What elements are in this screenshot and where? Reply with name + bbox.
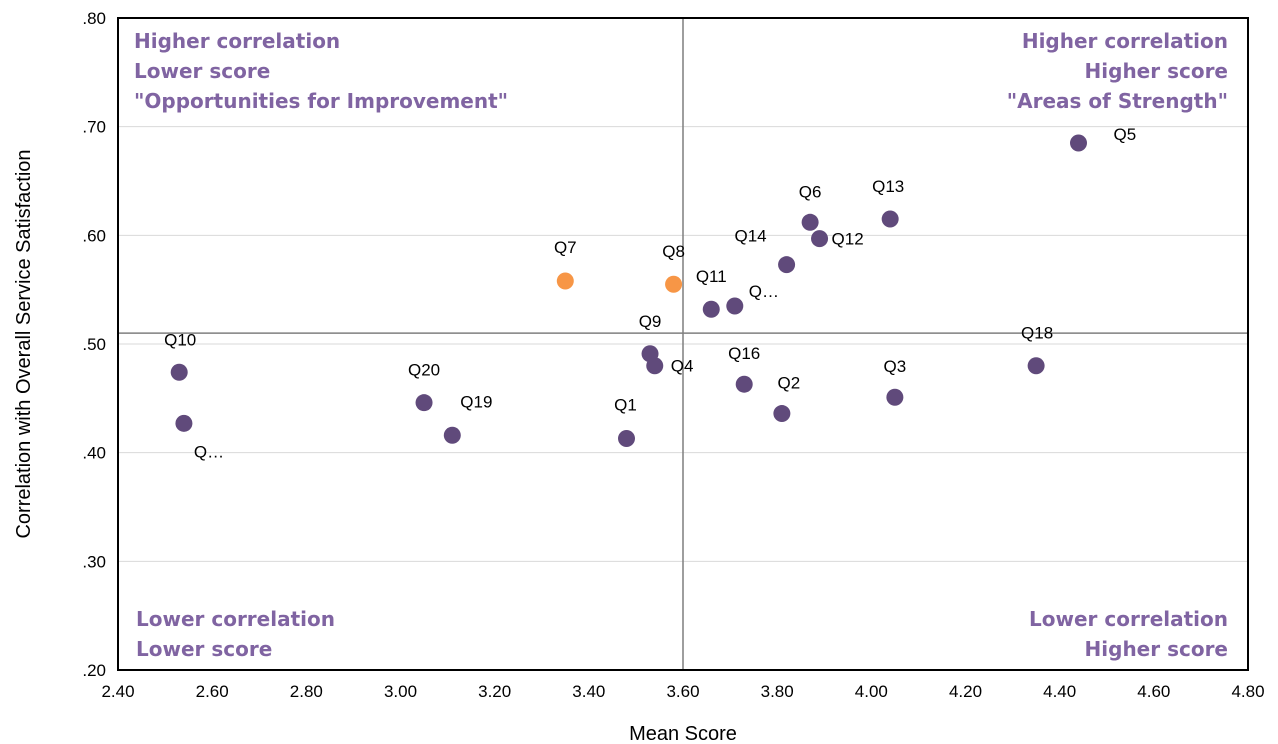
data-point	[773, 405, 791, 423]
quadrant-label-top-right: Higher score	[1085, 59, 1228, 83]
x-tick-label: 2.60	[196, 682, 229, 701]
quadrant-label-bottom-left: Lower score	[136, 637, 272, 661]
data-point	[886, 388, 904, 406]
data-point	[801, 213, 819, 231]
data-label: Q4	[671, 357, 694, 376]
data-label: Q8	[662, 242, 685, 261]
x-tick-label: 3.40	[572, 682, 605, 701]
data-point	[811, 230, 829, 248]
x-tick-label: 3.80	[761, 682, 794, 701]
data-point	[170, 363, 188, 381]
quadrant-label-top-left: Higher correlation	[134, 29, 340, 53]
data-point	[1070, 134, 1087, 152]
y-tick-label: .40	[82, 444, 106, 463]
y-axis-title: Correlation with Overall Service Satisfa…	[13, 149, 35, 538]
quadrant-label-top-left: "Opportunities for Improvement"	[134, 89, 508, 113]
quadrant-label-top-left: Lower score	[134, 59, 270, 83]
data-label: Q3	[884, 357, 907, 376]
x-axis-title: Mean Score	[629, 723, 737, 744]
x-tick-label: 3.60	[666, 682, 699, 701]
data-label: Q16	[728, 344, 760, 363]
x-tick-label: 2.80	[290, 682, 323, 701]
data-point	[726, 297, 744, 315]
data-label: Q7	[554, 238, 577, 257]
reference-lines	[118, 18, 1248, 670]
data-label: Q…	[749, 282, 779, 301]
quadrant-label-bottom-right: Lower correlation	[1029, 607, 1228, 631]
data-point	[641, 345, 659, 363]
data-label: Q5	[1114, 125, 1137, 144]
data-label: Q…	[194, 442, 224, 461]
data-point	[556, 272, 574, 290]
data-point	[735, 375, 753, 393]
quadrant-label-bottom-right: Higher score	[1085, 637, 1228, 661]
data-label: Q11	[696, 267, 727, 286]
x-tick-label: 4.80	[1231, 682, 1264, 701]
y-tick-label: .80	[82, 9, 106, 28]
quadrant-label-top-right: "Areas of Strength"	[1007, 89, 1228, 113]
quadrant-labels: Higher correlation Lower score "Opportunit…	[134, 29, 1228, 661]
data-points: Q1 Q2 Q3 Q4 Q5 Q6 Q7 Q8 Q9 Q10 Q11 Q12 Q13 Q14 Q… Q16 Q……	[164, 125, 1136, 461]
data-point	[702, 300, 720, 318]
data-point	[415, 394, 433, 412]
x-tick-label: 2.40	[101, 682, 134, 701]
x-tick-label: 3.20	[478, 682, 511, 701]
quadrant-label-bottom-left: Lower correlation	[136, 607, 335, 631]
data-label: Q14	[735, 227, 767, 246]
x-axis-ticks: 2.40 2.60 2.80 3.00 3.20 3.40 3.60 3.80 4.00 4.20…	[101, 682, 1264, 701]
data-label: Q13	[872, 177, 904, 196]
x-tick-label: 3.00	[384, 682, 417, 701]
data-label: Q1	[614, 396, 637, 415]
data-point	[175, 414, 193, 432]
data-label: Q12	[832, 230, 864, 249]
data-point	[443, 426, 461, 444]
y-tick-label: .30	[82, 552, 106, 571]
plot-area-border	[117, 17, 1249, 671]
data-label: Q19	[460, 392, 492, 411]
data-point	[1027, 357, 1045, 375]
y-tick-label: .70	[82, 118, 106, 137]
y-axis-ticks: .20 .30 .40 .50 .60 .70 .80	[82, 9, 106, 680]
y-tick-label: .50	[82, 335, 106, 354]
data-label: Q6	[799, 182, 822, 201]
data-point	[881, 210, 899, 228]
data-label: Q20	[408, 361, 440, 380]
data-point	[778, 256, 796, 274]
data-label: Q9	[639, 312, 662, 331]
data-label: Q2	[778, 374, 801, 393]
data-point	[618, 430, 635, 448]
x-tick-label: 4.60	[1137, 682, 1170, 701]
y-tick-label: .20	[82, 661, 106, 680]
data-label: Q18	[1021, 324, 1053, 343]
data-point	[665, 275, 683, 293]
quadrant-label-top-right: Higher correlation	[1022, 29, 1228, 53]
x-tick-label: 4.40	[1043, 682, 1076, 701]
data-label: Q10	[164, 330, 196, 349]
x-tick-label: 4.00	[855, 682, 888, 701]
y-tick-label: .60	[82, 226, 106, 245]
x-tick-label: 4.20	[949, 682, 982, 701]
